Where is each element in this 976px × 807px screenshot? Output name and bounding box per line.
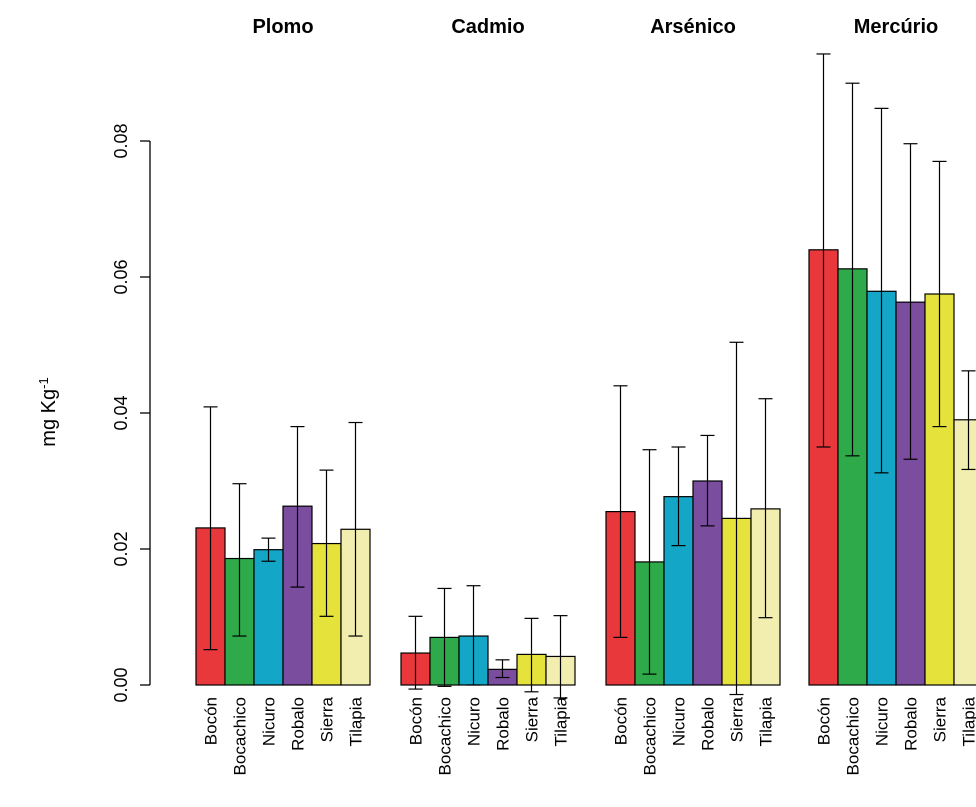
- category-label: Bocón: [202, 697, 221, 745]
- panel-title: Mercúrio: [854, 16, 938, 38]
- category-label: Bocón: [407, 697, 426, 745]
- category-label: Bocachico: [844, 697, 863, 775]
- panels: Plomo Bocón Bocachico Nicuro Robalo Sierra Til…: [195, 16, 976, 775]
- category-label: Sierra: [931, 696, 950, 742]
- category-label: Bocachico: [231, 697, 250, 775]
- y-axis-title: mg Kg-1: [36, 377, 61, 446]
- panel-1: Cadmio Bocón Bocachico Nicuro Robalo Sierra Ti…: [400, 16, 576, 775]
- bar: [253, 549, 284, 686]
- category-label: Nicuro: [670, 697, 689, 746]
- category-label: Tilapia: [960, 696, 976, 746]
- category-label: Robalo: [699, 697, 718, 751]
- panel-title: Cadmio: [451, 16, 524, 38]
- category-label: Sierra: [523, 696, 542, 742]
- y-axis-title-superscript: -1: [36, 377, 51, 389]
- category-label: Sierra: [728, 696, 747, 742]
- y-tick-label: 0.06: [111, 259, 131, 294]
- category-label: Robalo: [494, 697, 513, 751]
- category-label: Robalo: [902, 697, 921, 751]
- y-tick-label: 0.08: [111, 123, 131, 158]
- y-tick-label: 0.04: [111, 395, 131, 430]
- y-tick-label: 0.02: [111, 531, 131, 566]
- panel-3: Mercúrio Bocón Bocachico Nicuro Robalo Sierra…: [808, 16, 976, 775]
- category-label: Bocachico: [641, 697, 660, 775]
- panel-title: Plomo: [252, 16, 313, 38]
- category-label: Bocachico: [436, 697, 455, 775]
- category-label: Bocón: [612, 697, 631, 745]
- category-label: Sierra: [318, 696, 337, 742]
- category-label: Robalo: [289, 697, 308, 751]
- y-axis-title-text: mg Kg: [38, 389, 60, 447]
- y-tick-label: 0.00: [111, 667, 131, 702]
- y-axis: 0.00 0.02 0.04 0.06 0.08: [111, 123, 151, 703]
- category-label: Nicuro: [465, 697, 484, 746]
- category-label: Tilapia: [552, 696, 571, 746]
- panel-0: Plomo Bocón Bocachico Nicuro Robalo Sierra Til…: [195, 16, 371, 775]
- category-label: Tilapia: [347, 696, 366, 746]
- bar: [953, 419, 976, 686]
- category-label: Bocón: [815, 697, 834, 745]
- panel-2: Arsénico Bocón Bocachico Nicuro Robalo Sierra…: [605, 16, 781, 775]
- category-label: Nicuro: [260, 697, 279, 746]
- panel-title: Arsénico: [650, 16, 736, 38]
- category-label: Nicuro: [873, 697, 892, 746]
- category-label: Tilapia: [757, 696, 776, 746]
